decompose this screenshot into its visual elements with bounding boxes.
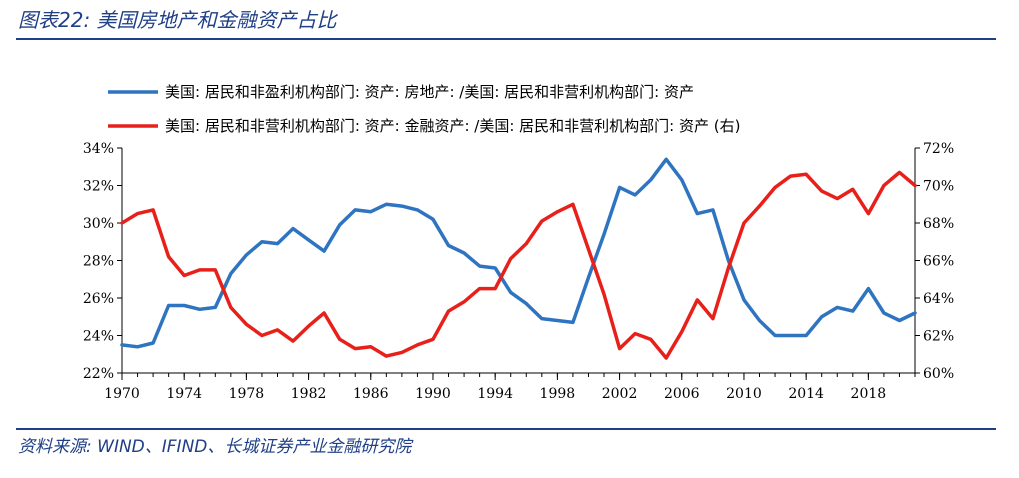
figure-title: 图表22: 美国房地产和金融资产占比 [18,8,337,32]
right-y-tick-label: 64% [923,291,954,307]
x-tick-label: 2002 [602,386,638,402]
right-y-tick-label: 70% [923,179,954,195]
source-divider [16,428,996,430]
left-y-tick-label: 30% [83,216,114,232]
left-y-tick-label: 32% [83,179,114,195]
right-y-tick-label: 60% [923,366,954,382]
series-lines [120,157,917,360]
x-tick-label: 1978 [229,386,265,402]
x-tick-label: 2014 [788,386,824,402]
x-tick-label: 1998 [540,386,576,402]
right-y-tick-label: 68% [923,216,954,232]
x-tick-label: 1990 [415,386,451,402]
left-y-tick-label: 24% [83,329,114,345]
x-tick-label: 1970 [104,386,140,402]
x-tick-label: 2010 [726,386,762,402]
x-tick-label: 2006 [664,386,700,402]
x-tick-label: 1986 [353,386,389,402]
x-tick-label: 1994 [477,386,513,402]
left-y-tick-label: 34% [83,141,114,157]
right-y-tick-label: 62% [923,329,954,345]
legend-label-financial-assets: 美国: 居民和非营利机构部门: 资产: 金融资产: /美国: 居民和非营利机构部… [165,117,740,135]
x-tick-label: 1982 [291,386,327,402]
legend-label-real-estate: 美国: 居民和非盈利机构部门: 资产: 房地产: /美国: 居民和非营利机构部门… [165,83,694,101]
right-y-tick-label: 66% [923,254,954,270]
legend: 美国: 居民和非盈利机构部门: 资产: 房地产: /美国: 居民和非营利机构部门… [108,83,740,135]
title-divider [16,38,996,40]
left-y-tick-label: 22% [83,366,114,382]
source-note: 资料来源: WIND、IFIND、长城证券产业金融研究院 [18,437,412,457]
axes: 22% 24% 26% 28% 30% 32% 34% 60% 62% 64% 66% 68% 70% 7… [83,141,954,402]
x-tick-label: 2018 [851,386,887,402]
series-line-real-estate [120,157,917,349]
series-line-financial-assets [120,170,917,360]
left-y-tick-label: 28% [83,254,114,270]
x-tick-label: 1974 [166,386,202,402]
left-y-tick-label: 26% [83,291,114,307]
right-y-tick-label: 72% [923,141,954,157]
